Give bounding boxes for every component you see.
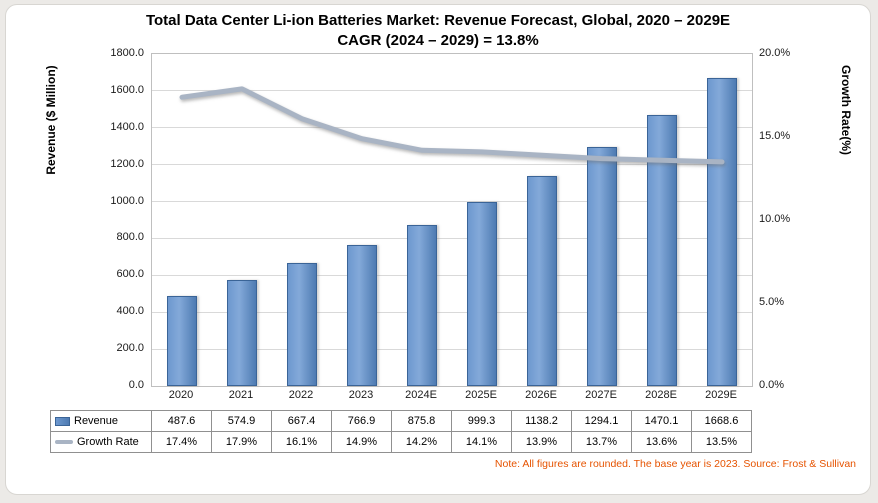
chart-title-line1: Total Data Center Li-ion Batteries Marke… xyxy=(145,12,731,29)
series-label-cell: Growth Rate xyxy=(51,432,152,453)
left-axis-tick: 400.0 xyxy=(116,305,144,318)
gridline xyxy=(152,274,752,276)
series-name-label: Revenue xyxy=(74,415,119,427)
gridline xyxy=(152,127,752,129)
gridline xyxy=(152,164,752,166)
x-axis-label: 2024E xyxy=(405,389,437,401)
x-axis-label: 2026E xyxy=(525,389,557,401)
table-value-cell: 14.1% xyxy=(452,432,512,453)
table-value-cell: 875.8 xyxy=(392,411,452,432)
plot-area xyxy=(151,53,753,387)
revenue-bar xyxy=(707,78,737,386)
x-axis-label: 2022 xyxy=(288,389,314,401)
left-axis-tick: 0.0 xyxy=(128,379,144,391)
revenue-bar xyxy=(407,224,437,386)
gridline xyxy=(152,311,752,313)
x-axis-label: 2021 xyxy=(228,389,254,401)
x-axis-label: 2028E xyxy=(645,389,677,401)
revenue-bar xyxy=(527,176,557,386)
x-axis-label: 2025E xyxy=(465,389,497,401)
table-value-cell: 13.9% xyxy=(512,432,572,453)
table-value-cell: 14.2% xyxy=(392,432,452,453)
revenue-bar xyxy=(167,296,197,386)
x-axis-label: 2020 xyxy=(168,389,194,401)
revenue-bar xyxy=(467,201,497,386)
table-value-cell: 766.9 xyxy=(332,411,392,432)
data-table: Revenue 487.6 574.9 667.4 766.9 875.8 999.3 113… xyxy=(50,410,752,453)
left-axis-tick: 800.0 xyxy=(116,231,144,244)
table-value-cell: 1470.1 xyxy=(632,411,692,432)
table-value-cell: 999.3 xyxy=(452,411,512,432)
right-axis-tick: 5.0% xyxy=(759,296,785,308)
left-axis-tick: 1400.0 xyxy=(110,120,144,133)
table-value-cell: 17.4% xyxy=(152,432,212,453)
right-axis-tick: 20.0% xyxy=(759,47,791,59)
table-value-cell: 16.1% xyxy=(272,432,332,453)
left-axis-tick: 1800.0 xyxy=(110,47,144,59)
table-value-cell: 667.4 xyxy=(272,411,332,432)
gridline xyxy=(152,348,752,350)
table-value-cell: 1294.1 xyxy=(572,411,632,432)
chart-title: Total Data Center Li-ion Batteries Marke… xyxy=(6,12,870,49)
left-axis-tick: 600.0 xyxy=(116,268,144,281)
right-axis-tick: 15.0% xyxy=(759,130,791,142)
chart-card: Total Data Center Li-ion Batteries Marke… xyxy=(5,4,871,495)
table-value-cell: 487.6 xyxy=(152,411,212,432)
chart-title-line2: CAGR (2024 – 2029) = 13.8% xyxy=(337,32,539,49)
left-axis-tick: 1600.0 xyxy=(110,83,144,96)
source-note: Note: All figures are rounded. The base … xyxy=(494,458,856,470)
table-value-cell: 13.7% xyxy=(572,432,632,453)
revenue-bar xyxy=(287,262,317,386)
series-label-cell: Revenue xyxy=(51,411,152,432)
x-axis-labels: 2020 2021 2022 2023 2024E 2025E 2026E 2027E 2028… xyxy=(151,389,751,405)
gridline xyxy=(152,237,752,239)
revenue-legend-icon xyxy=(55,416,70,426)
x-axis-label: 2027E xyxy=(585,389,617,401)
table-value-cell: 574.9 xyxy=(212,411,272,432)
right-axis-title: Growth Rate(%) xyxy=(839,65,853,155)
table-value-cell: 1668.6 xyxy=(692,411,752,432)
left-axis-tick: 200.0 xyxy=(116,342,144,355)
right-axis-tick: 0.0% xyxy=(759,379,785,391)
gridline xyxy=(152,90,752,92)
gridline xyxy=(152,201,752,203)
table-value-cell: 14.9% xyxy=(332,432,392,453)
table-value-cell: 1138.2 xyxy=(512,411,572,432)
revenue-bar xyxy=(347,244,377,386)
revenue-bar xyxy=(227,280,257,386)
left-axis-tick: 1000.0 xyxy=(110,194,144,207)
left-axis-tick-labels: 1800.0 1600.0 1400.0 1200.0 1000.0 800.0 600.0… xyxy=(6,47,144,391)
table-value-cell: 13.6% xyxy=(632,432,692,453)
right-axis-tick-labels: 20.0% 15.0% 10.0% 5.0% 0.0% xyxy=(759,47,814,391)
x-axis-label: 2029E xyxy=(705,389,737,401)
x-axis-label: 2023 xyxy=(348,389,374,401)
table-value-cell: 17.9% xyxy=(212,432,272,453)
table-value-cell: 13.5% xyxy=(692,432,752,453)
left-axis-tick: 1200.0 xyxy=(110,157,144,170)
revenue-bar xyxy=(587,147,617,386)
growth-rate-line xyxy=(179,86,725,165)
series-name-label: Growth Rate xyxy=(77,436,139,448)
growth-rate-legend-icon xyxy=(55,440,73,444)
right-axis-tick: 10.0% xyxy=(759,213,791,225)
growth-rate-line-layer xyxy=(179,86,725,165)
